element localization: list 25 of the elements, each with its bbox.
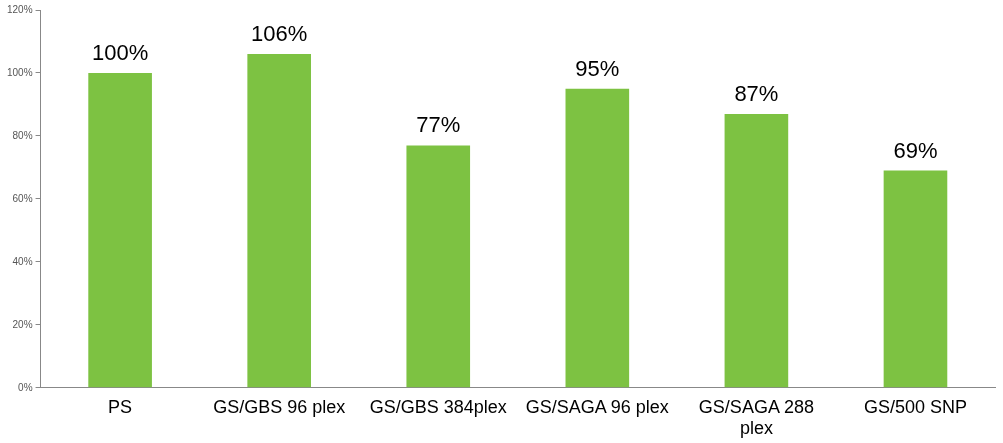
data-label: 95% <box>575 55 620 81</box>
data-label: 87% <box>734 80 779 106</box>
bar <box>406 145 471 388</box>
x-tick-label: GS/500 SNP <box>863 396 967 417</box>
bar <box>88 72 152 388</box>
y-tick-label: 0% <box>18 381 33 393</box>
x-tick-label: GS/SAGA 96 plex <box>525 396 669 417</box>
bar <box>565 88 630 388</box>
x-tick-label: GS/GBS 96 plex <box>213 396 346 417</box>
bar <box>724 113 789 388</box>
y-tick-label: 100% <box>7 66 33 78</box>
bar <box>247 54 311 388</box>
x-tick-label: GS/GBS 384plex <box>369 396 507 417</box>
y-tick-label: 20% <box>12 318 33 330</box>
y-tick-label: 120% <box>7 3 33 15</box>
data-label: 77% <box>416 112 461 138</box>
data-label: 100% <box>91 40 149 66</box>
y-tick-label: 40% <box>12 255 33 267</box>
y-tick-label: 80% <box>12 129 33 141</box>
x-tick-label: GS/SAGA 288 plex <box>698 396 814 439</box>
data-label: 106% <box>251 21 308 47</box>
x-tick-label: PS <box>108 396 133 417</box>
data-label: 69% <box>893 137 938 163</box>
bar <box>883 170 948 388</box>
y-tick-label: 60% <box>12 192 33 204</box>
